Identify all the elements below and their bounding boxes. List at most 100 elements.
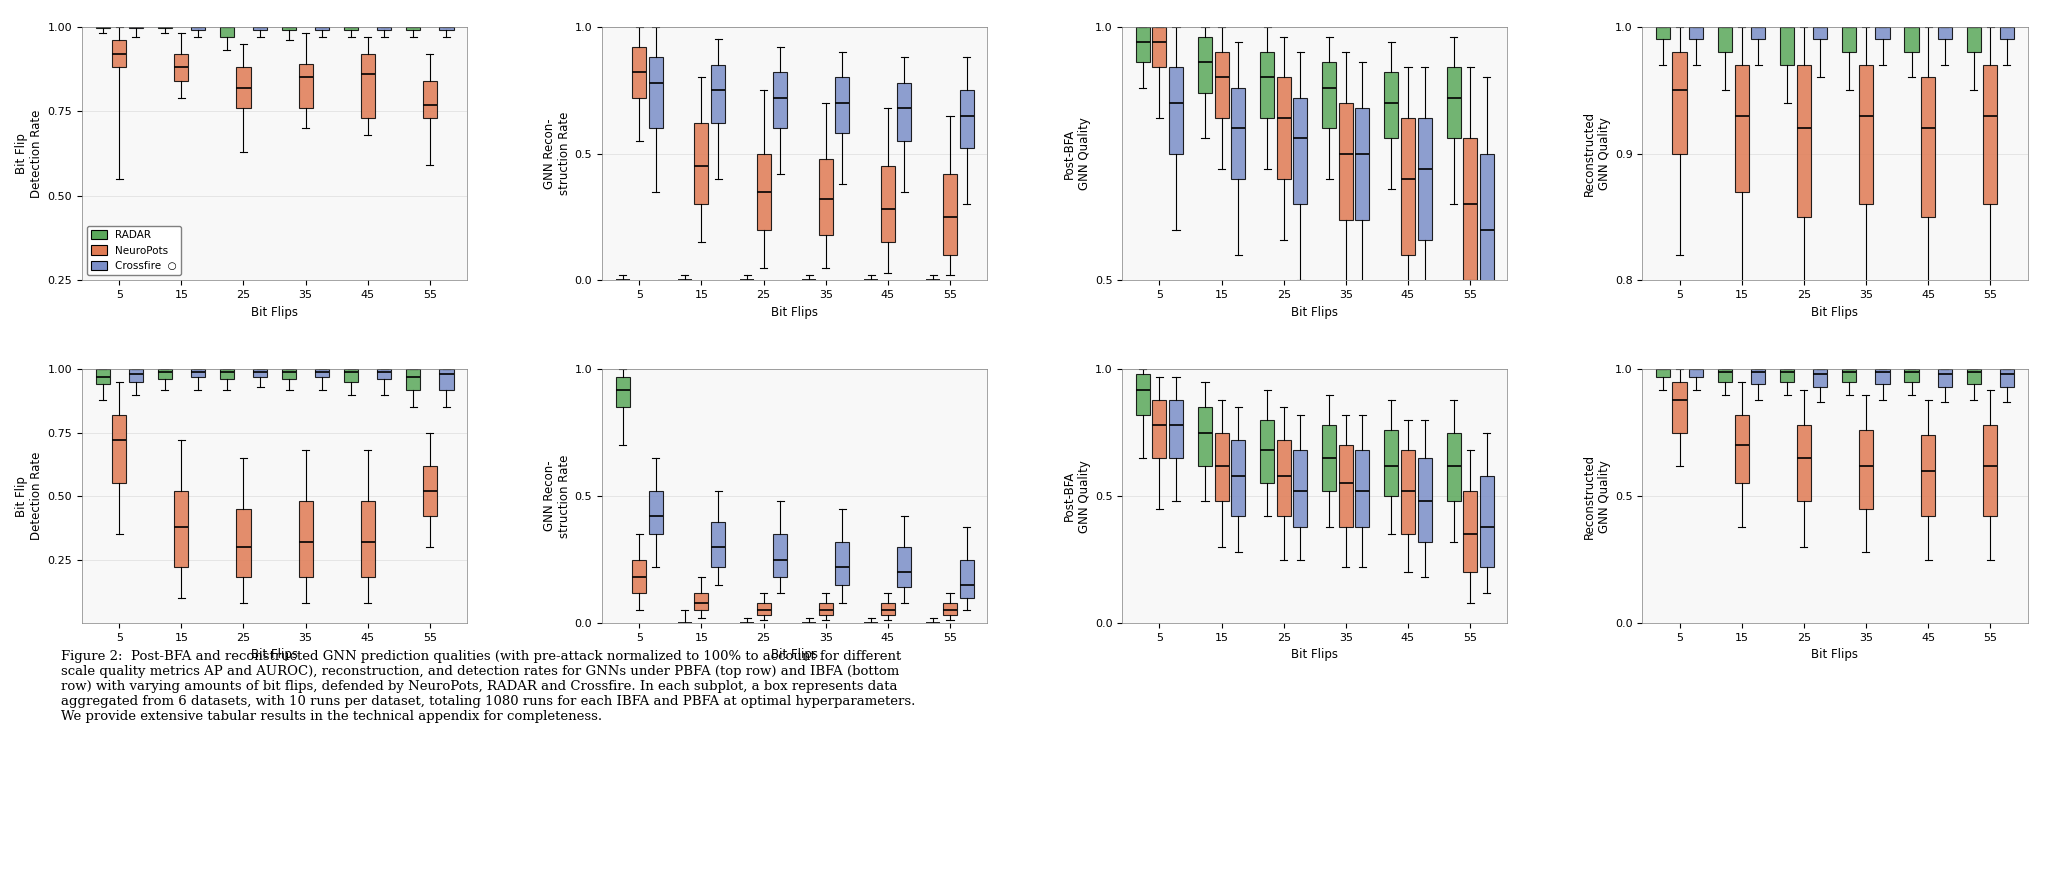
Bar bbox=[190, 27, 205, 30]
Y-axis label: GNN Recon-
struction Rate: GNN Recon- struction Rate bbox=[543, 455, 571, 538]
Bar bbox=[774, 534, 786, 578]
X-axis label: Bit Flips: Bit Flips bbox=[252, 306, 299, 319]
Bar bbox=[254, 369, 266, 376]
Bar bbox=[1417, 458, 1432, 542]
Bar bbox=[1260, 420, 1274, 483]
Bar bbox=[254, 27, 266, 30]
Bar bbox=[113, 40, 127, 68]
Bar bbox=[283, 369, 297, 379]
Bar bbox=[756, 603, 770, 615]
Bar bbox=[819, 158, 834, 235]
Bar bbox=[1153, 400, 1167, 458]
Bar bbox=[129, 27, 143, 28]
Bar bbox=[1690, 369, 1704, 376]
Bar bbox=[1999, 27, 2013, 39]
Bar bbox=[1339, 103, 1354, 220]
Bar bbox=[881, 166, 895, 242]
Bar bbox=[694, 593, 709, 611]
Bar bbox=[174, 491, 188, 567]
Bar bbox=[1384, 72, 1399, 138]
Bar bbox=[422, 465, 436, 516]
Bar bbox=[1843, 27, 1855, 53]
Bar bbox=[774, 72, 786, 128]
Bar bbox=[422, 81, 436, 118]
Bar bbox=[1780, 369, 1794, 382]
Bar bbox=[1356, 450, 1370, 527]
Bar bbox=[1780, 27, 1794, 65]
Bar bbox=[377, 27, 391, 30]
Bar bbox=[113, 415, 127, 483]
Bar bbox=[1417, 118, 1432, 239]
Bar bbox=[1214, 53, 1229, 118]
X-axis label: Bit Flips: Bit Flips bbox=[772, 648, 817, 661]
X-axis label: Bit Flips: Bit Flips bbox=[1810, 306, 1858, 319]
Bar bbox=[1876, 27, 1890, 39]
Bar bbox=[1446, 433, 1460, 501]
Bar bbox=[881, 603, 895, 615]
Bar bbox=[1905, 369, 1919, 382]
Bar bbox=[1937, 27, 1952, 39]
Bar bbox=[1153, 27, 1167, 68]
Bar bbox=[1657, 27, 1669, 39]
Bar bbox=[1673, 53, 1688, 154]
Bar bbox=[1876, 369, 1890, 384]
Bar bbox=[961, 560, 973, 597]
Bar bbox=[158, 27, 172, 28]
Bar bbox=[1479, 476, 1493, 567]
Y-axis label: Post-BFA
GNN Quality: Post-BFA GNN Quality bbox=[1063, 460, 1092, 532]
Bar bbox=[360, 53, 375, 118]
Bar bbox=[1937, 369, 1952, 387]
Bar bbox=[1921, 77, 1935, 217]
Bar bbox=[711, 522, 725, 567]
Bar bbox=[406, 369, 420, 390]
Bar bbox=[961, 90, 973, 149]
Bar bbox=[1214, 433, 1229, 501]
Bar bbox=[1479, 154, 1493, 331]
Bar bbox=[315, 369, 330, 376]
Bar bbox=[1982, 65, 1997, 205]
Bar bbox=[1812, 369, 1827, 387]
Y-axis label: Bit Flip
Detection Rate: Bit Flip Detection Rate bbox=[14, 452, 43, 540]
Bar bbox=[1966, 369, 1980, 384]
Bar bbox=[1673, 382, 1688, 433]
Bar bbox=[219, 369, 233, 379]
Bar bbox=[1796, 425, 1810, 501]
Bar bbox=[711, 65, 725, 123]
Bar bbox=[1462, 491, 1477, 572]
Bar bbox=[942, 603, 956, 615]
Bar bbox=[1690, 27, 1704, 39]
Bar bbox=[1323, 425, 1335, 491]
Bar bbox=[1860, 430, 1874, 509]
Bar bbox=[1751, 27, 1765, 39]
Bar bbox=[1401, 118, 1415, 255]
Bar bbox=[836, 77, 850, 134]
Text: Figure 2:  Post-BFA and reconstructed GNN prediction qualities (with pre-attack : Figure 2: Post-BFA and reconstructed GNN… bbox=[61, 650, 915, 723]
Bar bbox=[283, 27, 297, 30]
Bar bbox=[1356, 108, 1370, 220]
Bar bbox=[315, 27, 330, 30]
Bar bbox=[1735, 65, 1749, 191]
Bar bbox=[756, 154, 770, 230]
X-axis label: Bit Flips: Bit Flips bbox=[252, 648, 299, 661]
Bar bbox=[1198, 408, 1212, 465]
Bar bbox=[1812, 27, 1827, 39]
Bar bbox=[1276, 77, 1290, 179]
Bar bbox=[616, 376, 631, 408]
Bar bbox=[129, 369, 143, 382]
Bar bbox=[1231, 87, 1245, 179]
Bar bbox=[1169, 68, 1184, 154]
Bar bbox=[1401, 450, 1415, 534]
Bar bbox=[1982, 425, 1997, 516]
Bar bbox=[440, 27, 453, 30]
Bar bbox=[344, 27, 358, 30]
Bar bbox=[377, 369, 391, 379]
Bar bbox=[649, 491, 664, 534]
Bar bbox=[1462, 138, 1477, 280]
Bar bbox=[1796, 65, 1810, 217]
Bar bbox=[836, 542, 850, 585]
Legend: RADAR, NeuroPots, Crossfire  ○: RADAR, NeuroPots, Crossfire ○ bbox=[88, 226, 180, 275]
Bar bbox=[1169, 400, 1184, 458]
Y-axis label: Reconstructed
GNN Quality: Reconstructed GNN Quality bbox=[1583, 454, 1610, 538]
Bar bbox=[440, 369, 453, 390]
Bar bbox=[174, 53, 188, 81]
